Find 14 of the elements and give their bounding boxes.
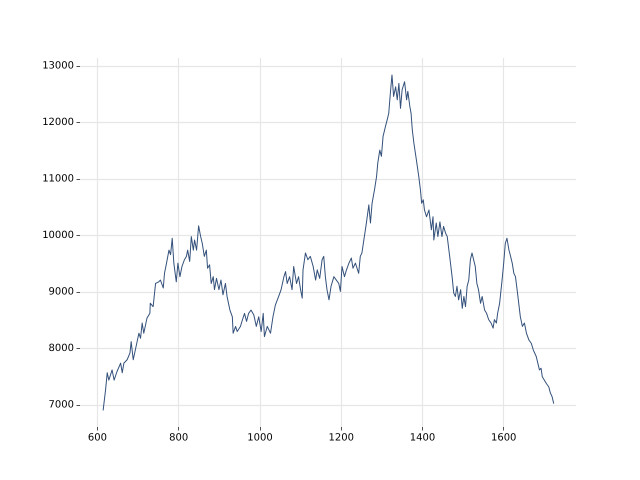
x-tick-label: 800: [169, 432, 188, 444]
x-tick-label: 600: [88, 432, 108, 444]
y-tick-label: 12000: [42, 116, 74, 128]
x-tick-label: 1600: [490, 432, 516, 444]
y-tick-label: 8000: [48, 342, 74, 354]
x-tick-label: 1200: [328, 432, 354, 444]
y-tick-label: 7000: [48, 399, 74, 410]
y-tick-label: 9000: [48, 286, 74, 298]
x-tick-label: 1000: [247, 432, 273, 444]
y-tick-label: 10000: [42, 230, 74, 241]
line-series: [102, 74, 554, 411]
x-tick-label: 1400: [410, 432, 436, 444]
y-tick-label: 13000: [42, 60, 74, 72]
y-tick-label: 11000: [42, 173, 74, 184]
